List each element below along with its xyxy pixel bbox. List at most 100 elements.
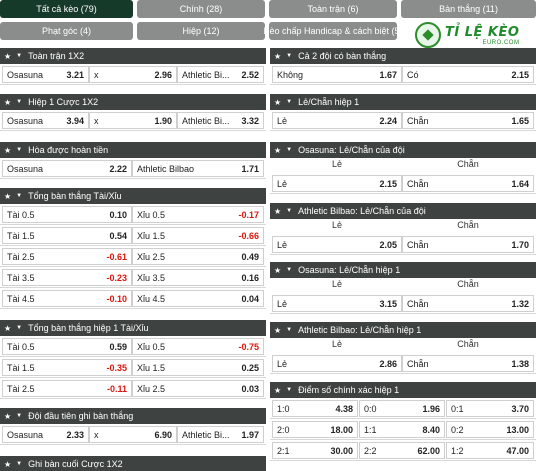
odds-value: 0.04 xyxy=(241,293,259,304)
odds-cell[interactable]: 2:0 18.00 xyxy=(272,421,358,438)
market-header[interactable]: ★ ▼ Ghi bàn cuối Cược 1X2 xyxy=(0,456,266,471)
market-header[interactable]: ★ ▼ Cả 2 đội có bàn thắng xyxy=(270,48,536,64)
odds-cell[interactable]: Lẻ 3.15 xyxy=(272,295,402,312)
star-icon[interactable]: ★ xyxy=(4,97,12,107)
odds-cell[interactable]: 2:1 30.00 xyxy=(272,442,358,459)
star-icon[interactable]: ★ xyxy=(4,459,12,469)
odds-cell[interactable]: Athletic Bi... 1.97 xyxy=(177,426,264,443)
market-header[interactable]: ★ ▼ Lẻ/Chẵn hiệp 1 xyxy=(270,94,536,110)
odds-cell[interactable]: Chẵn 1.38 xyxy=(402,355,534,372)
odds-cell[interactable]: Osasuna 2.22 xyxy=(2,160,132,177)
market-header[interactable]: ★ ▼ Osasuna: Lẻ/Chẵn của đội xyxy=(270,142,536,158)
odds-cell[interactable]: Lẻ 2.24 xyxy=(272,112,402,129)
odds-cell[interactable]: x 2.96 xyxy=(89,66,177,83)
odds-cell[interactable]: Chẵn 1.64 xyxy=(402,175,534,192)
tab-main[interactable]: Chính (28) xyxy=(137,0,265,18)
odds-value: 1.70 xyxy=(511,239,529,250)
star-icon[interactable]: ★ xyxy=(274,97,282,107)
star-icon[interactable]: ★ xyxy=(4,51,12,61)
odds-cell[interactable]: 1:0 4.38 xyxy=(272,400,358,417)
odds-cell[interactable]: Tài 1.5 0.54 xyxy=(2,227,132,244)
odds-cell[interactable]: Xỉu 1.5 -0.66 xyxy=(132,227,264,244)
odds-cell[interactable]: Athletic Bi... 2.52 xyxy=(177,66,264,83)
site-logo[interactable]: TỈ LỆ KÈO EURO.COM xyxy=(415,20,535,50)
odds-cell[interactable]: Osasuna 3.94 xyxy=(2,112,89,129)
odds-cell[interactable]: Tài 2.5 -0.61 xyxy=(2,248,132,265)
selection-label: Tài 1.5 xyxy=(7,230,35,241)
market-header[interactable]: ★ ▼ Đội đầu tiên ghi bàn thắng xyxy=(0,408,266,424)
market-header[interactable]: ★ ▼ Tổng bàn thắng Tài/Xỉu xyxy=(0,188,266,204)
odds-cell[interactable]: Tài 3.5 -0.23 xyxy=(2,269,132,286)
selection-label: Athletic Bi... xyxy=(182,429,230,440)
market-header[interactable]: ★ ▼ Toàn trận 1X2 xyxy=(0,48,266,64)
tab-full-match[interactable]: Toàn trận (6) xyxy=(269,0,397,18)
market-header[interactable]: ★ ▼ Osasuna: Lẻ/Chẵn hiệp 1 xyxy=(270,262,536,278)
odds-value: -0.23 xyxy=(106,272,127,283)
star-icon[interactable]: ★ xyxy=(274,325,282,335)
odds-cell[interactable]: Xỉu 0.5 -0.75 xyxy=(132,338,264,355)
caret-down-icon: ▼ xyxy=(286,387,293,393)
odds-cell[interactable]: Lẻ 2.86 xyxy=(272,355,402,372)
column-header: Chẵn xyxy=(457,220,479,230)
odds-cell[interactable]: x 6.90 xyxy=(89,426,177,443)
odds-cell[interactable]: Xỉu 2.5 0.03 xyxy=(132,380,264,397)
odds-cell[interactable]: Chẵn 1.32 xyxy=(402,295,534,312)
odds-cell[interactable]: Tài 4.5 -0.10 xyxy=(2,290,132,307)
odds-cell[interactable]: Có 2.15 xyxy=(402,66,534,83)
star-icon[interactable]: ★ xyxy=(4,411,12,421)
column-header: Lẻ xyxy=(331,220,342,230)
odds-value: 0.49 xyxy=(241,251,259,262)
odds-cell[interactable]: Osasuna 2.33 xyxy=(2,426,89,443)
odds-cell[interactable]: Tài 1.5 -0.35 xyxy=(2,359,132,376)
star-icon[interactable]: ★ xyxy=(274,206,282,216)
odds-cell[interactable]: 0:2 13.00 xyxy=(446,421,534,438)
market-row: Lẻ Chẵn xyxy=(270,219,536,234)
odds-cell[interactable]: Xỉu 0.5 -0.17 xyxy=(132,206,264,223)
market-header[interactable]: ★ ▼ Tổng bàn thắng hiệp 1 Tài/Xỉu xyxy=(0,320,266,336)
odds-cell[interactable]: Tài 0.5 0.10 xyxy=(2,206,132,223)
star-icon[interactable]: ★ xyxy=(274,385,282,395)
caret-down-icon: ▼ xyxy=(286,147,293,153)
market-header[interactable]: ★ ▼ Điểm số chính xác hiệp 1 xyxy=(270,382,536,398)
tab-all-markets[interactable]: Tất cả kèo (79) xyxy=(0,0,133,18)
odds-cell[interactable]: 2:2 62.00 xyxy=(359,442,445,459)
odds-cell[interactable]: Lẻ 2.05 xyxy=(272,236,402,253)
star-icon[interactable]: ★ xyxy=(4,145,12,155)
star-icon[interactable]: ★ xyxy=(274,51,282,61)
market-athletic-first-half-odd-even: ★ ▼ Athletic Bilbao: Lẻ/Chẵn hiệp 1 Lẻ Chẵ… xyxy=(270,322,536,374)
star-icon[interactable]: ★ xyxy=(4,323,12,333)
market-header[interactable]: ★ ▼ Hiệp 1 Cược 1X2 xyxy=(0,94,266,110)
odds-cell[interactable]: Tài 2.5 -0.11 xyxy=(2,380,132,397)
odds-cell[interactable]: Xỉu 3.5 0.16 xyxy=(132,269,264,286)
market-header[interactable]: ★ ▼ Hòa được hoàn tiền xyxy=(0,142,266,158)
market-header[interactable]: ★ ▼ Athletic Bilbao: Lẻ/Chẵn hiệp 1 xyxy=(270,322,536,338)
odds-cell[interactable]: Athletic Bilbao 1.71 xyxy=(132,160,264,177)
star-icon[interactable]: ★ xyxy=(4,191,12,201)
tab-handicap[interactable]: Kèo chấp Handicap & cách biệt (5) xyxy=(263,22,403,40)
tab-goals[interactable]: Bàn thắng (11) xyxy=(401,0,536,18)
odds-cell[interactable]: Chẵn 1.70 xyxy=(402,236,534,253)
market-filter-tabs: Tất cả kèo (79) Chính (28) Toàn trận (6)… xyxy=(0,0,536,48)
odds-cell[interactable]: Chẵn 1.65 xyxy=(402,112,534,129)
star-icon[interactable]: ★ xyxy=(274,265,282,275)
tab-corners[interactable]: Phạt góc (4) xyxy=(0,22,133,40)
odds-cell[interactable]: Không 1.67 xyxy=(272,66,402,83)
odds-value: -0.17 xyxy=(238,209,259,220)
odds-cell[interactable]: 1:2 47.00 xyxy=(446,442,534,459)
odds-cell[interactable]: x 1.90 xyxy=(89,112,177,129)
star-icon[interactable]: ★ xyxy=(274,145,282,155)
market-header[interactable]: ★ ▼ Athletic Bilbao: Lẻ/Chẵn của đội xyxy=(270,203,536,219)
odds-cell[interactable]: Lẻ 2.15 xyxy=(272,175,402,192)
odds-cell[interactable]: Xỉu 1.5 0.25 xyxy=(132,359,264,376)
odds-cell[interactable]: 0:1 3.70 xyxy=(446,400,534,417)
odds-cell[interactable]: Osasuna 3.21 xyxy=(2,66,89,83)
odds-cell[interactable]: Tài 0.5 0.59 xyxy=(2,338,132,355)
odds-cell[interactable]: 1:1 8.40 xyxy=(359,421,445,438)
odds-cell[interactable]: Xỉu 2.5 0.49 xyxy=(132,248,264,265)
caret-down-icon: ▼ xyxy=(16,147,23,153)
odds-cell[interactable]: 0:0 1.96 xyxy=(359,400,445,417)
odds-cell[interactable]: Athletic Bi... 3.32 xyxy=(177,112,264,129)
odds-cell[interactable]: Xỉu 4.5 0.04 xyxy=(132,290,264,307)
selection-label: Xỉu 0.5 xyxy=(137,341,166,352)
tab-half[interactable]: Hiệp (12) xyxy=(137,22,265,40)
